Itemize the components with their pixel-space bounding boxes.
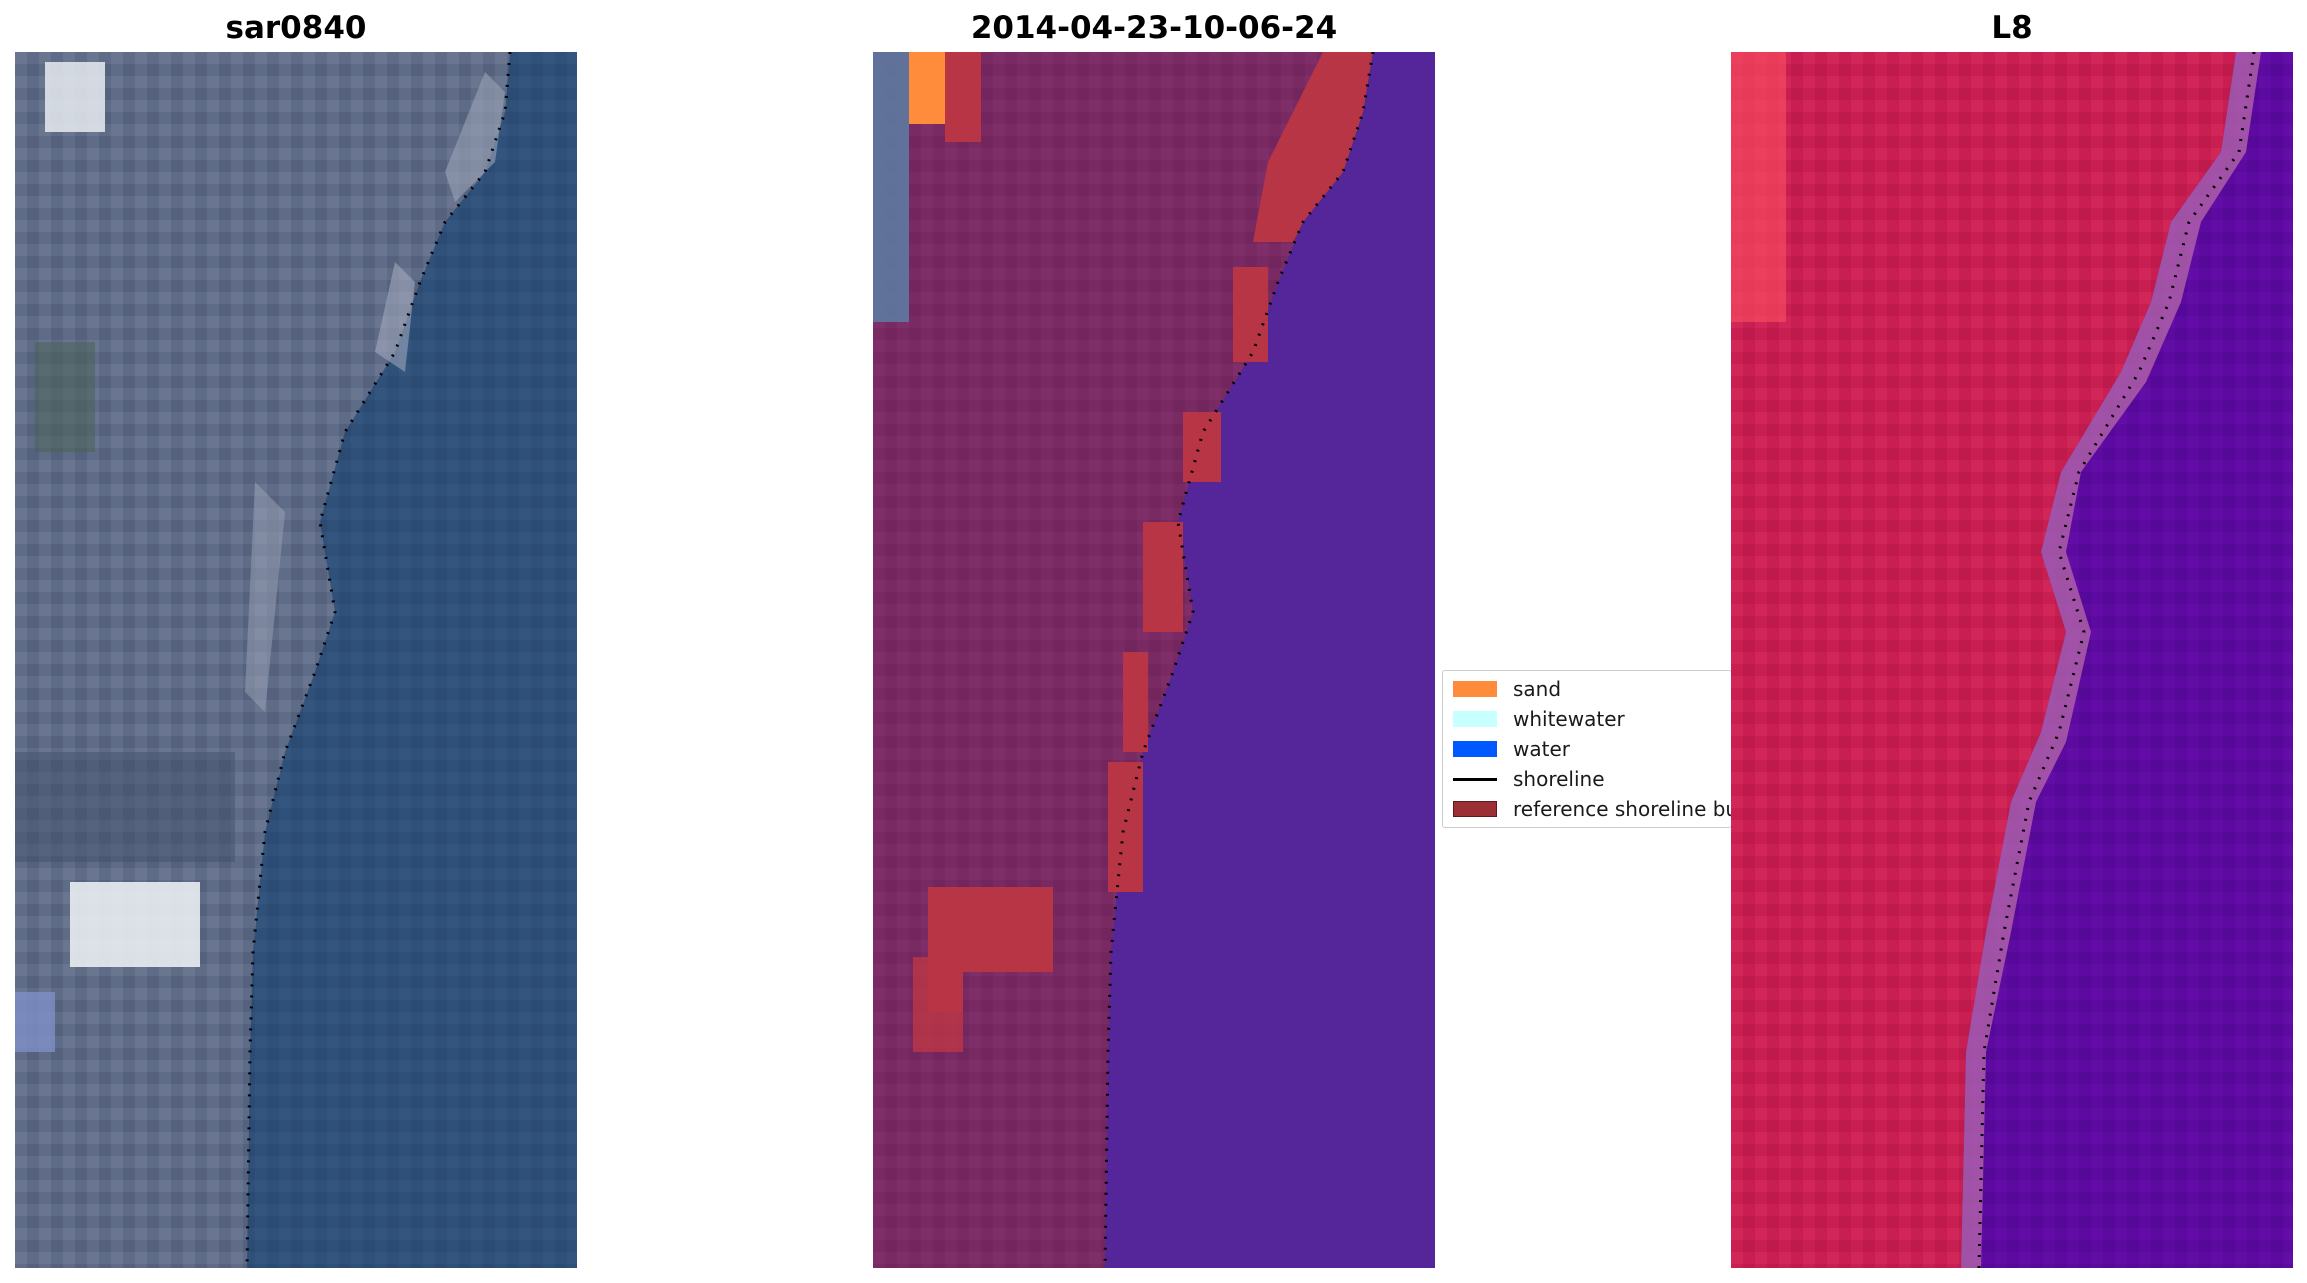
sand-swatch	[1453, 681, 1497, 697]
rgb-image	[15, 52, 577, 1268]
falsecolor-panel: L8	[1731, 0, 2293, 1283]
whitewater-swatch	[1453, 711, 1497, 727]
legend-item-whitewater: whitewater	[1443, 703, 1731, 733]
water-swatch	[1453, 741, 1497, 757]
panel-title-rgb: sar0840	[225, 10, 367, 46]
legend-item-sand: sand	[1443, 673, 1731, 703]
legend-label-whitewater: whitewater	[1513, 707, 1625, 731]
rgb-panel: sar0840	[15, 0, 577, 1283]
legend-label-water: water	[1513, 737, 1570, 761]
legend-label-reference-buffer: reference shoreline buffer	[1513, 797, 1731, 821]
legend-item-shoreline: shoreline	[1443, 763, 1731, 793]
panel-title-date: 2014-04-23-10-06-24	[970, 10, 1338, 46]
legend-label-shoreline: shoreline	[1513, 767, 1605, 791]
classified-image	[873, 52, 1435, 1268]
falsecolor-image	[1731, 52, 2293, 1268]
legend: sand whitewater water shoreline referenc…	[1442, 670, 1732, 828]
legend-item-water: water	[1443, 733, 1731, 763]
classified-panel: 2014-04-23-10-06-24	[873, 0, 1435, 1283]
legend-item-reference-buffer: reference shoreline buffer	[1443, 793, 1731, 823]
panel-title-satellite: L8	[1991, 10, 2033, 46]
legend-label-sand: sand	[1513, 677, 1562, 701]
buffer-swatch	[1453, 801, 1497, 817]
shoreline-line-swatch	[1453, 778, 1497, 781]
